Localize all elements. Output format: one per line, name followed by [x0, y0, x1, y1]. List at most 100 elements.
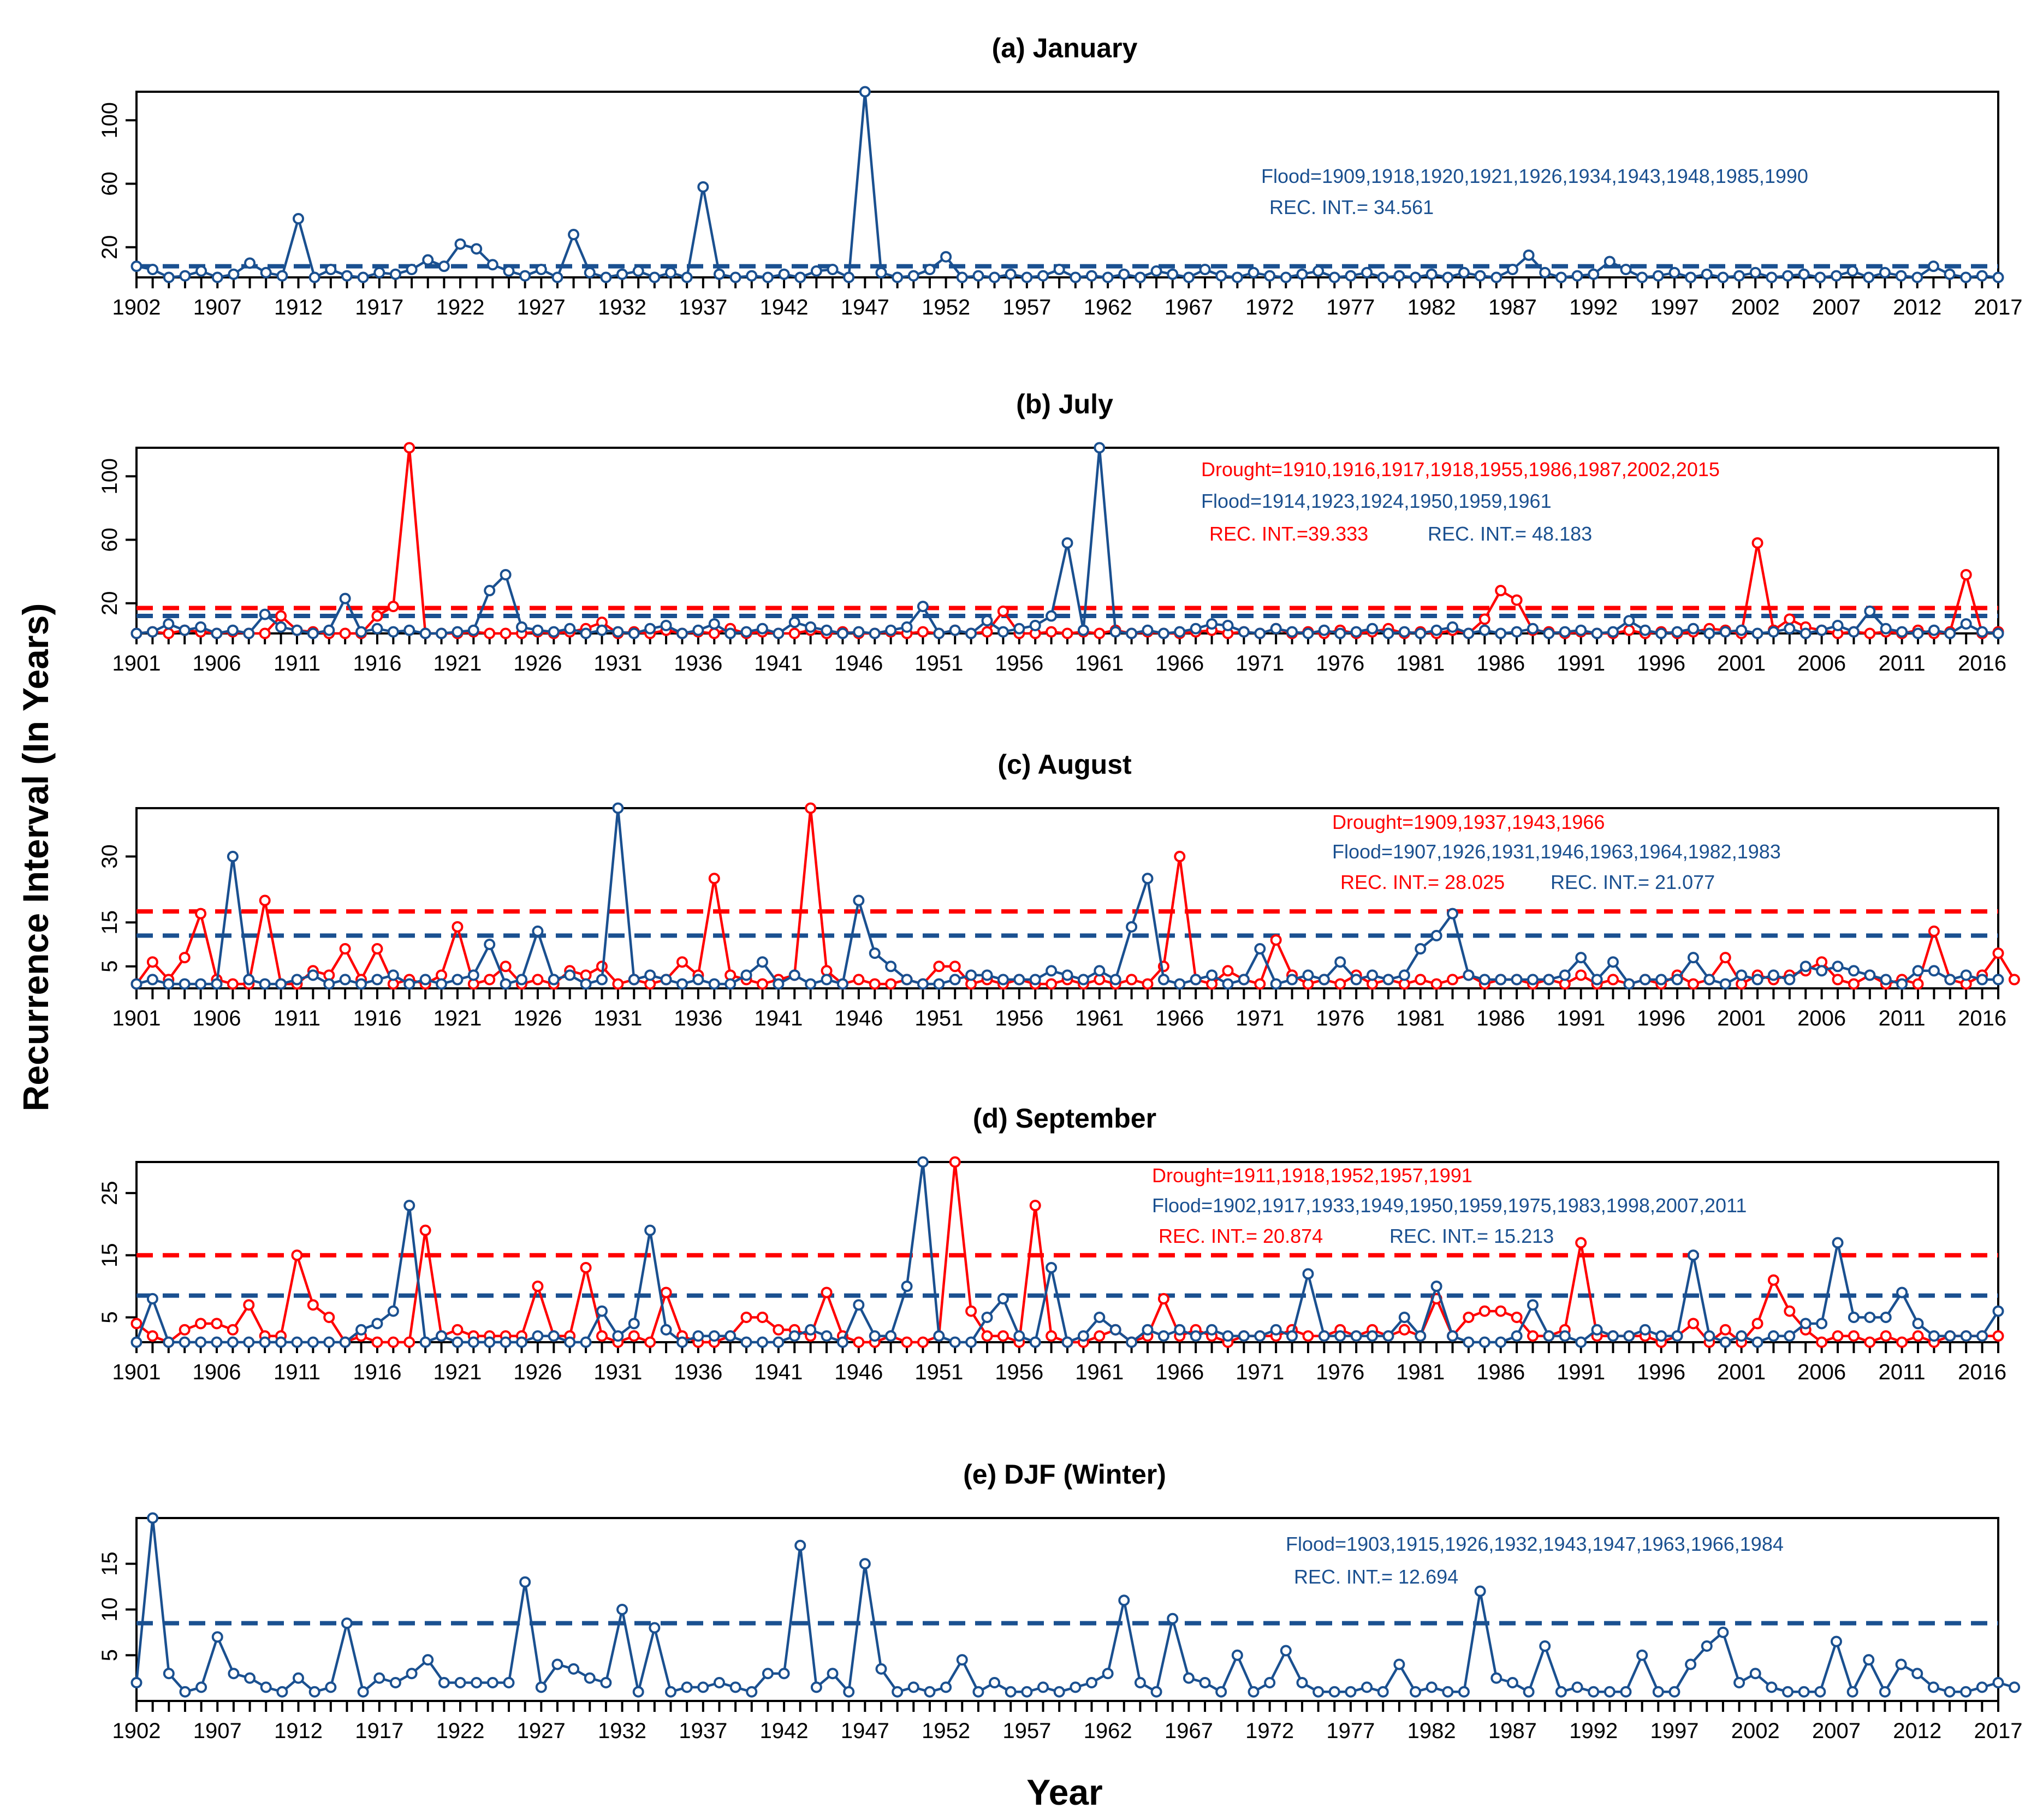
x-tick-label: 1966 — [1155, 1360, 1204, 1384]
flood-point — [724, 627, 737, 639]
flood-point — [1912, 1318, 1924, 1330]
drought-point — [195, 908, 207, 920]
flood-point — [628, 1318, 640, 1330]
drought-point — [1126, 974, 1138, 986]
flood-point — [1668, 1686, 1680, 1698]
drought-point — [1046, 626, 1058, 638]
drought-point — [580, 1261, 592, 1273]
flood-point — [195, 265, 207, 277]
drought-point — [1046, 978, 1058, 990]
flood-point — [1832, 961, 1844, 973]
drought-point — [452, 1324, 464, 1336]
drought-point — [1767, 1274, 1779, 1286]
x-tick-label: 1936 — [674, 651, 722, 675]
x-tick-label: 1976 — [1316, 651, 1364, 675]
drought-point — [788, 627, 800, 639]
x-tick-label: 1961 — [1075, 1006, 1124, 1030]
x-tick-label: 1972 — [1245, 1719, 1294, 1743]
flood-point — [981, 969, 993, 981]
flood-point — [836, 978, 848, 990]
flood-point — [1543, 627, 1555, 639]
drought-point — [644, 1336, 656, 1348]
flood-point — [1603, 1686, 1616, 1698]
flood-point — [1077, 624, 1089, 636]
flood-point — [373, 266, 385, 278]
flood-point — [1254, 627, 1266, 639]
flood-point — [1398, 969, 1410, 981]
flood-point — [1543, 1330, 1555, 1342]
x-tick-label: 1991 — [1557, 1360, 1605, 1384]
x-tick-label: 2001 — [1717, 1006, 1766, 1030]
x-tick-label: 1947 — [841, 295, 889, 319]
flood-point — [600, 271, 612, 283]
flood-point — [1736, 624, 1748, 636]
flood-point — [1463, 969, 1475, 981]
drought-point — [1751, 1318, 1763, 1330]
flood-point — [244, 257, 256, 269]
flood-point — [422, 254, 434, 266]
flood-point — [907, 270, 919, 282]
flood-point — [1318, 974, 1330, 986]
flood-point — [1846, 1686, 1858, 1698]
drought-point — [1784, 613, 1796, 625]
drought-point — [1575, 969, 1587, 981]
flood-point — [644, 969, 656, 981]
flood-point — [564, 623, 576, 635]
flood-point — [1199, 1677, 1211, 1688]
flood-point — [805, 621, 817, 633]
flood-point — [756, 623, 768, 635]
flood-point — [1286, 1330, 1298, 1342]
x-tick-label: 1962 — [1084, 295, 1132, 319]
drought-point — [1687, 1318, 1699, 1330]
drought-point — [1478, 1305, 1490, 1317]
x-tick-label: 1936 — [674, 1006, 722, 1030]
flood-point — [259, 1336, 271, 1348]
flood-point — [146, 1293, 158, 1305]
flood-point — [989, 271, 1001, 283]
drought-point — [1848, 1330, 1860, 1342]
flood-point — [1830, 1635, 1842, 1647]
flood-point — [1543, 974, 1555, 986]
flood-point — [486, 1677, 498, 1688]
flood-point — [956, 271, 968, 283]
flood-point — [596, 1305, 608, 1317]
drought-point — [323, 1311, 335, 1323]
flood-point — [612, 802, 624, 814]
flood-point — [788, 969, 800, 981]
flood-point — [1880, 1311, 1892, 1323]
flood-point — [924, 263, 936, 275]
x-tick-label: 2006 — [1797, 1360, 1846, 1384]
flood-point — [1447, 1330, 1459, 1342]
flood-point — [1061, 969, 1073, 981]
flood-point — [179, 978, 191, 990]
flood-point — [1167, 268, 1179, 280]
flood-point — [1976, 270, 1988, 282]
flood-point — [997, 626, 1009, 638]
flood-point — [917, 601, 929, 613]
flood-point — [146, 974, 158, 986]
flood-point — [308, 271, 320, 283]
flood-point — [810, 1681, 822, 1693]
flood-point — [901, 1280, 913, 1293]
drought-point — [949, 1156, 961, 1168]
plot-frame — [135, 807, 1999, 989]
drought-point — [1864, 627, 1876, 639]
flood-point — [1896, 1287, 1908, 1299]
flood-point — [600, 1677, 612, 1688]
drought-point — [981, 1330, 993, 1342]
flood-series-line — [135, 1160, 1999, 1344]
y-tick-label: 25 — [98, 1181, 122, 1206]
flood-point — [1687, 623, 1699, 635]
flood-point — [387, 969, 399, 981]
flood-point — [146, 626, 158, 638]
flood-point — [1880, 974, 1892, 986]
x-tick-label: 1991 — [1557, 1006, 1605, 1030]
flood-point — [500, 568, 512, 580]
flood-point — [917, 1156, 929, 1168]
flood-point — [1687, 1249, 1699, 1261]
flood-point — [1591, 627, 1603, 639]
flood-point — [516, 974, 528, 986]
flood-point — [163, 1336, 175, 1348]
panels: (a) January 1902 1907 1912 1917 1922 1927 1932 1… — [98, 33, 2022, 1743]
drought-point — [1816, 1336, 1828, 1348]
